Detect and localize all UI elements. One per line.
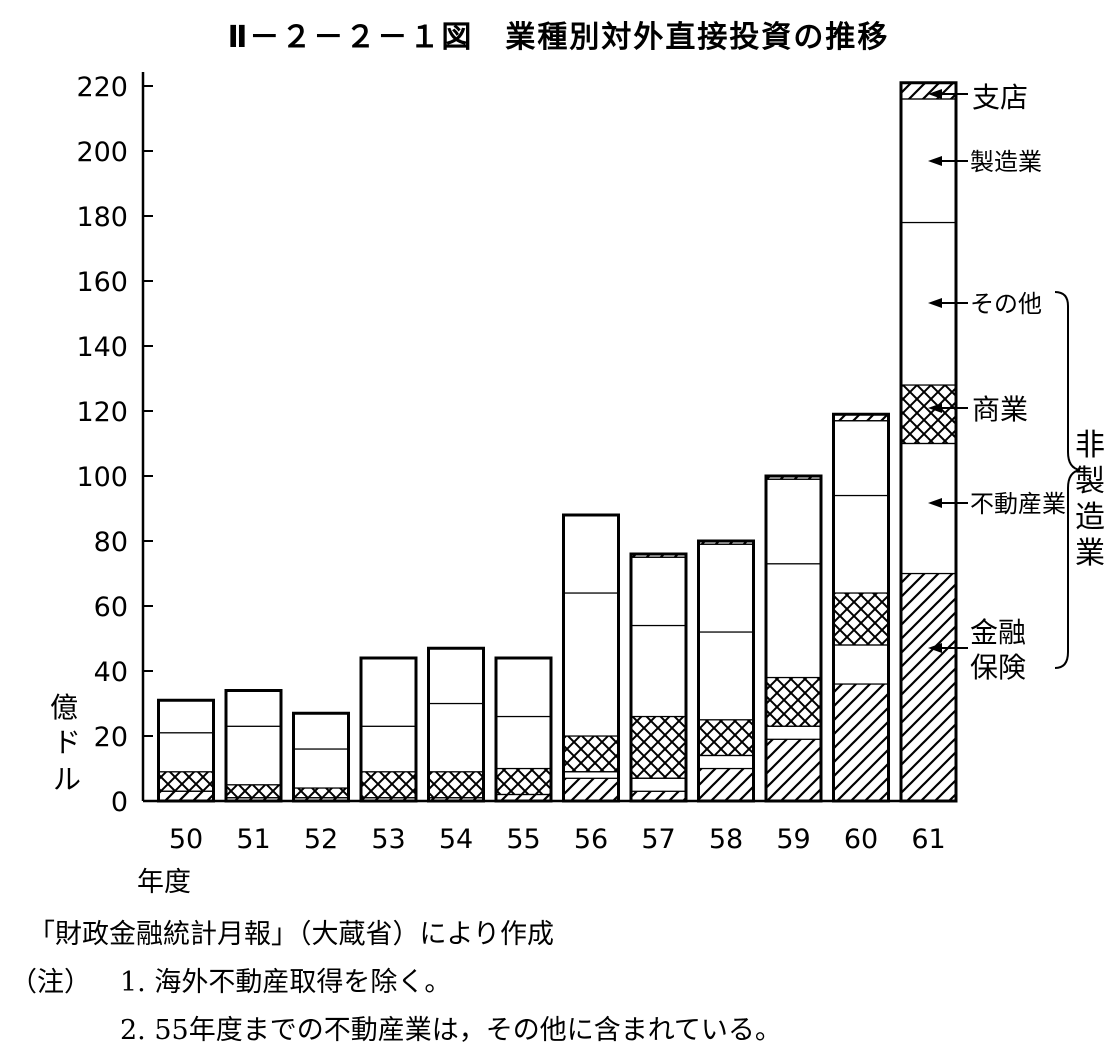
note-1: 1. 海外不動産取得を除く。 (120, 967, 452, 998)
bar-segment (832, 494, 890, 594)
x-tick-label: 55 (506, 824, 540, 855)
x-tick-label: 60 (844, 824, 878, 855)
bar-segment (832, 644, 890, 685)
x-tick-label: 56 (574, 824, 608, 855)
bar-segment (765, 563, 822, 679)
bar-segment (630, 777, 687, 792)
x-tick-label: 59 (776, 824, 810, 855)
y-tick-label: 80 (94, 527, 128, 558)
bar-segment (225, 725, 282, 786)
bar-segment (832, 420, 890, 497)
legend-group-label-char: 製 (1075, 464, 1105, 499)
bar-segment (900, 384, 957, 445)
legend-label-manufacturing: 製造業 (970, 148, 1042, 176)
bar-segment (427, 702, 485, 773)
bar-segment (292, 712, 350, 750)
bar-segment (630, 624, 687, 718)
bar-segment (225, 689, 282, 727)
y-axis-label-char: ド (53, 726, 82, 759)
bar-segment (900, 442, 957, 575)
y-tick-label: 200 (76, 137, 128, 168)
x-tick-label: 53 (371, 824, 405, 855)
bar-segment (157, 732, 215, 773)
bar-segment (630, 556, 687, 627)
legend-label-finance-line1: 金融 (970, 616, 1027, 649)
y-tick-label: 40 (94, 657, 128, 688)
bar-segment (697, 543, 755, 633)
legend-label-realestate: 不動産業 (970, 490, 1066, 518)
bar-segment (630, 715, 687, 779)
bar-segment (427, 647, 485, 705)
bar-segment (832, 683, 890, 802)
bar-segment (900, 572, 957, 802)
bar-segment (360, 657, 417, 727)
legend-arrow-head (928, 498, 942, 508)
bar-segment (292, 787, 350, 799)
x-tick-label: 52 (304, 824, 338, 855)
bar-segment (562, 514, 620, 594)
bar-segment (495, 715, 552, 770)
y-tick-label: 140 (76, 332, 128, 363)
bar-segment (495, 767, 552, 796)
legend-label-other: その他 (970, 290, 1042, 318)
bar-segment (900, 82, 957, 100)
legend-group-label-char: 業 (1075, 536, 1105, 571)
bar-segment (427, 771, 485, 799)
x-tick-label: 51 (236, 824, 270, 855)
legend-arrow-head (928, 643, 942, 653)
legend-label-commerce: 商業 (972, 393, 1029, 426)
bar-segment (562, 592, 620, 737)
note-2: 2. 55年度までの不動産業は，その他に含まれている。 (120, 1015, 782, 1046)
bar-segment (832, 592, 890, 646)
bar-segment (765, 676, 822, 727)
y-tick-label: 100 (76, 462, 128, 493)
x-tick-label: 57 (641, 824, 675, 855)
legend-arrow-head (928, 156, 942, 166)
bar-segment (360, 771, 417, 799)
x-tick-label: 58 (709, 824, 743, 855)
bar-segment (765, 725, 822, 740)
bar-segment (157, 771, 215, 792)
bar-segment (562, 771, 620, 779)
bar-segment (697, 754, 755, 770)
bar-segment (697, 719, 755, 757)
x-tick-label: 50 (169, 824, 203, 855)
bar-segment (562, 735, 620, 773)
x-tick-label: 61 (911, 824, 945, 855)
bar-segment (765, 738, 822, 802)
legend-group-label-char: 非 (1075, 428, 1105, 463)
legend-arrow-head (928, 89, 942, 99)
legend-label-shiten: 支店 (972, 81, 1029, 114)
y-tick-label: 120 (76, 397, 128, 428)
source-note: 「財政金融統計月報」（大蔵省）により作成 (28, 919, 554, 950)
legend-arrow-head (928, 403, 942, 413)
legend-group-label-char: 造 (1075, 500, 1105, 535)
y-tick-label: 0 (111, 787, 128, 818)
y-axis-label-char: 億 (50, 691, 79, 724)
chart-title: Ⅱ－２－２－１図 業種別対外直接投資の推移 (227, 20, 890, 55)
x-tick-label: 54 (439, 824, 473, 855)
bar-segment (562, 777, 620, 802)
bar-segment (765, 478, 822, 565)
legend-label-finance-line2: 保険 (970, 651, 1027, 684)
y-tick-label: 220 (76, 72, 128, 103)
bar-segment (495, 657, 552, 718)
y-tick-label: 180 (76, 202, 128, 233)
bar-segment (292, 748, 350, 789)
legend-brace (1054, 291, 1081, 669)
bar-segment (697, 767, 755, 802)
legend-arrow-head (928, 298, 942, 308)
y-axis-label-char: ル (53, 763, 82, 796)
bar-segment (360, 725, 417, 773)
note-prefix: （注） (10, 967, 91, 998)
y-tick-label: 20 (94, 722, 128, 753)
y-tick-label: 160 (76, 267, 128, 298)
bar-segment (157, 699, 215, 734)
y-tick-label: 60 (94, 592, 128, 623)
bar-segment (225, 784, 282, 799)
bar-segment (697, 631, 755, 721)
x-axis-label: 年度 (137, 867, 191, 898)
